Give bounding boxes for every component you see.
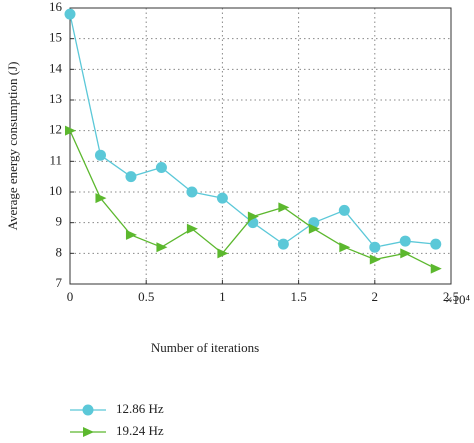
data-point <box>369 254 381 265</box>
data-point <box>247 211 259 222</box>
data-point <box>94 149 106 161</box>
data-point <box>339 242 351 253</box>
y-tick-label: 11 <box>49 152 62 167</box>
data-point <box>399 235 411 247</box>
plot-frame <box>69 7 452 285</box>
data-point <box>338 204 350 216</box>
x-tick-label: 1 <box>219 289 226 304</box>
x-tick-label: 0 <box>67 289 74 304</box>
y-tick-label: 16 <box>49 0 63 14</box>
y-tick-label: 15 <box>49 30 62 45</box>
y-tick-label: 8 <box>56 244 63 259</box>
x-multiplier: ×10⁴ <box>445 292 470 307</box>
x-tick-label: 2.5 <box>443 289 459 304</box>
data-point <box>95 193 107 204</box>
data-point <box>186 186 198 198</box>
data-point <box>155 161 167 173</box>
data-point <box>430 238 442 250</box>
data-point <box>156 242 168 253</box>
data-point <box>125 171 137 183</box>
x-tick-label: 2 <box>372 289 379 304</box>
y-tick-label: 10 <box>49 183 62 198</box>
series-line <box>69 130 437 270</box>
legend-label: 12.86 Hz <box>116 401 164 416</box>
data-point <box>65 125 76 136</box>
data-point <box>217 248 229 259</box>
data-point <box>430 263 442 274</box>
y-tick-label: 14 <box>49 60 63 75</box>
legend-label: 19.24 Hz <box>116 423 164 438</box>
data-point <box>278 202 290 213</box>
legend-marker <box>83 427 94 437</box>
x-tick-label: 0.5 <box>138 289 154 304</box>
y-axis-label: Average energy consumption (J) <box>5 62 20 231</box>
data-point <box>369 241 381 253</box>
data-point <box>216 192 228 204</box>
y-tick-label: 12 <box>49 122 62 137</box>
data-point <box>308 223 320 234</box>
data-point <box>186 223 198 234</box>
y-tick-label: 9 <box>56 214 63 229</box>
data-point <box>64 8 76 20</box>
data-point <box>277 238 289 250</box>
y-tick-label: 13 <box>49 91 62 106</box>
legend-marker <box>82 404 94 416</box>
y-tick-label: 7 <box>56 275 63 290</box>
x-tick-label: 1.5 <box>290 289 306 304</box>
data-point <box>400 248 412 259</box>
x-axis-label: Number of iterations <box>151 340 259 355</box>
data-point <box>125 229 137 240</box>
